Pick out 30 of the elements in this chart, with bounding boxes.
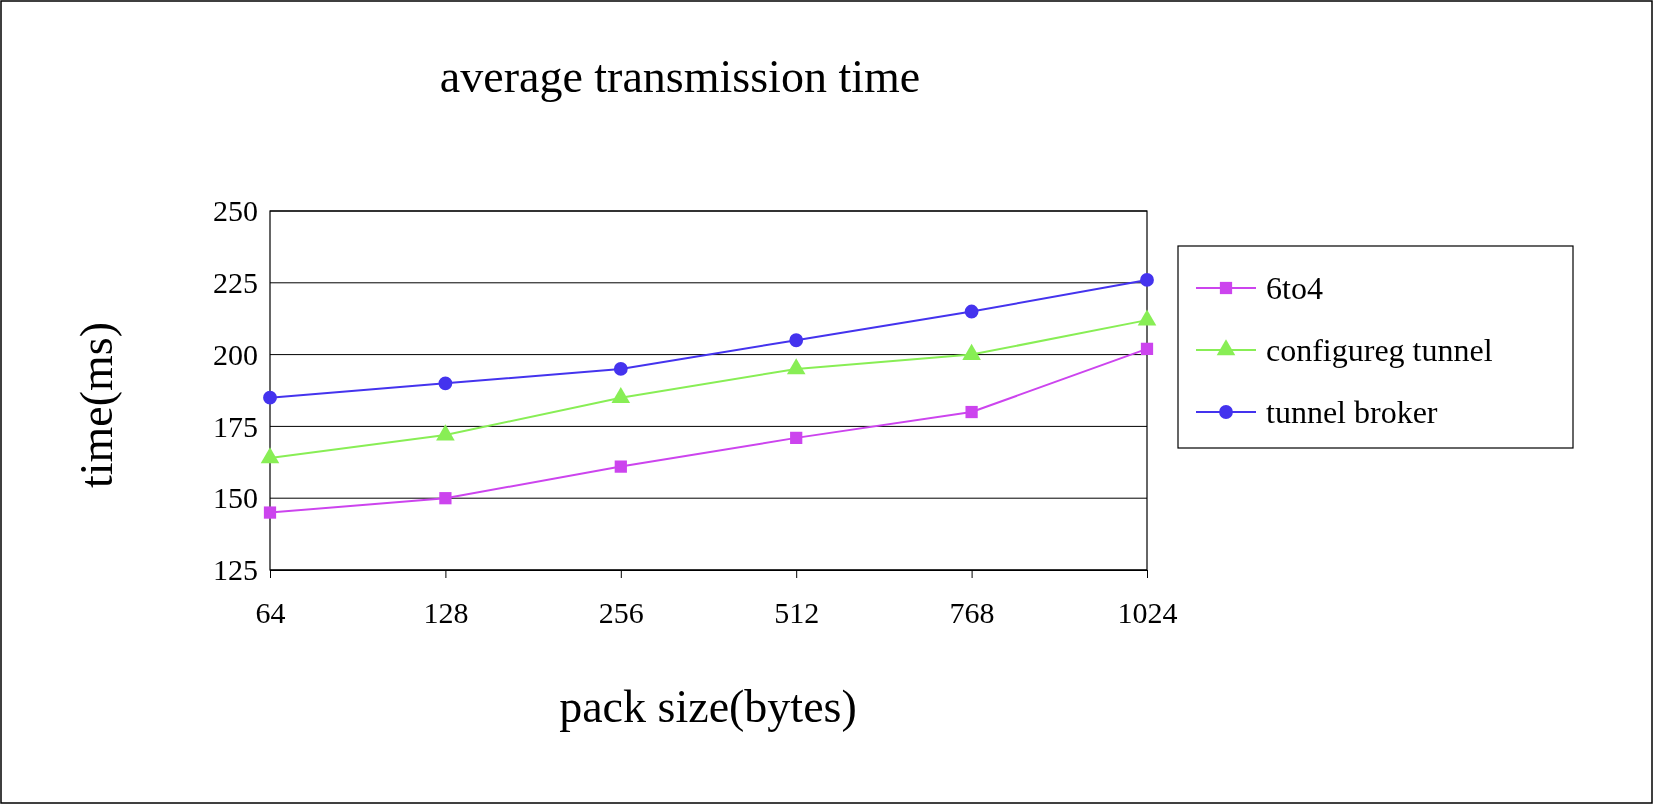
x-tick-label: 512 (774, 596, 820, 630)
point (1140, 342, 1154, 355)
point (263, 390, 277, 405)
x-tick-label: 128 (423, 596, 469, 630)
x-axis-title: pack size(bytes) (559, 681, 857, 732)
point (614, 460, 627, 473)
point (789, 333, 804, 348)
y-tick-label: 200 (213, 337, 258, 371)
point (263, 506, 277, 519)
y-tick-label: 175 (213, 409, 258, 443)
legend-label: configureg tunnel (1266, 332, 1493, 368)
chart-title: average transmission time (439, 51, 921, 102)
point (790, 431, 803, 445)
x-tick-label: 64 (255, 596, 286, 630)
point (965, 405, 978, 419)
y-tick-label: 125 (213, 553, 258, 587)
y-tick-label: 250 (213, 194, 258, 228)
point (1140, 273, 1154, 287)
y-axis-title: time(ms) (71, 321, 122, 489)
point (438, 376, 453, 391)
y-tick-label: 150 (213, 481, 258, 515)
point (613, 362, 628, 376)
point (439, 492, 452, 505)
point (964, 304, 979, 319)
y-tick-label: 225 (213, 265, 258, 299)
x-tick-label: 256 (598, 596, 644, 630)
legend-label: tunnel broker (1266, 394, 1438, 430)
x-tick-label: 768 (949, 596, 995, 630)
x-tick-label: 1024 (1117, 596, 1178, 630)
legend-label: 6to4 (1266, 270, 1323, 306)
